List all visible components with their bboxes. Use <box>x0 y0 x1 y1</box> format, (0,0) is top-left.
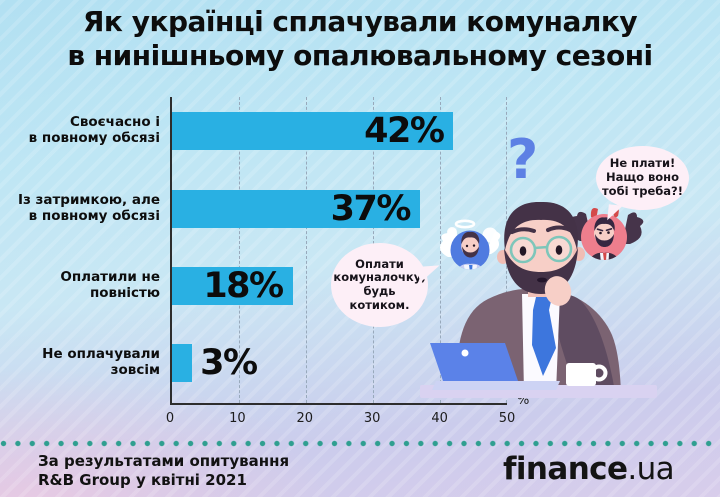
x-tick-0: 0 <box>165 411 175 426</box>
speech-bubble-angel: Оплати комуналочку, будь котиком. <box>331 243 428 327</box>
category-label-paid-partially: Оплатили не повністю <box>60 269 160 301</box>
page-title-line1: Як українці сплачували комуналку <box>82 5 638 38</box>
bar-value-paid-partially: 18% <box>203 266 284 306</box>
bar-row-paid-partially: 18% <box>172 266 507 306</box>
gridline-20 <box>306 97 307 403</box>
category-labels: Своєчасно і в повному обсязі Із затримко… <box>0 97 162 405</box>
x-tick-10: 10 <box>229 411 246 426</box>
dotted-divider <box>0 440 720 447</box>
category-label-paid-late: Із затримкою, але в повному обсязі <box>17 192 160 224</box>
angel-character <box>439 219 501 270</box>
bar-paid-late: 37% <box>172 189 420 229</box>
bar-row-paid-on-time: 42% <box>172 111 507 151</box>
x-tick-30: 30 <box>363 411 381 426</box>
bar-row-paid-late: 37% <box>172 189 507 229</box>
bar-not-paid: 3% <box>172 343 258 383</box>
category-label-not-paid: Не оплачували зовсім <box>42 346 160 378</box>
question-mark: ? <box>507 128 539 191</box>
source-note: За результатами опитування R&B Group у к… <box>38 452 290 489</box>
plot-area: 42% 37% 18% 3% <box>170 97 507 405</box>
page-title-line2: в нинішньому опалювальному сезоні <box>67 38 653 72</box>
finance-ua-logo: finance.ua <box>503 451 675 487</box>
logo-suffix: .ua <box>627 451 675 487</box>
x-axis-ticks: 0 10 20 30 40 50 <box>166 411 515 429</box>
x-tick-40: 40 <box>431 411 448 426</box>
page-title: Як українці сплачували комуналку в ниніш… <box>0 5 720 73</box>
laptop-icon <box>430 343 560 390</box>
gridline-10 <box>239 97 240 403</box>
x-tick-50: 50 <box>498 411 516 426</box>
bar-value-not-paid: 3% <box>200 343 258 383</box>
speech-bubble-devil: Не плати! Нащо воно тобі треба?! <box>596 146 689 210</box>
bar-paid-on-time: 42% <box>172 111 454 151</box>
x-tick-20: 20 <box>296 411 314 426</box>
coffee-mug-icon <box>566 363 608 386</box>
bar-value-paid-on-time: 42% <box>364 111 445 151</box>
bar-value-paid-late: 37% <box>330 189 412 229</box>
logo-text: finance <box>503 451 628 487</box>
bar-paid-partially: 18% <box>172 266 293 306</box>
bar-row-not-paid: 3% <box>172 343 507 383</box>
man-thinking-illustration <box>420 201 657 398</box>
category-label-paid-on-time: Своєчасно і в повному обсязі <box>28 114 160 146</box>
